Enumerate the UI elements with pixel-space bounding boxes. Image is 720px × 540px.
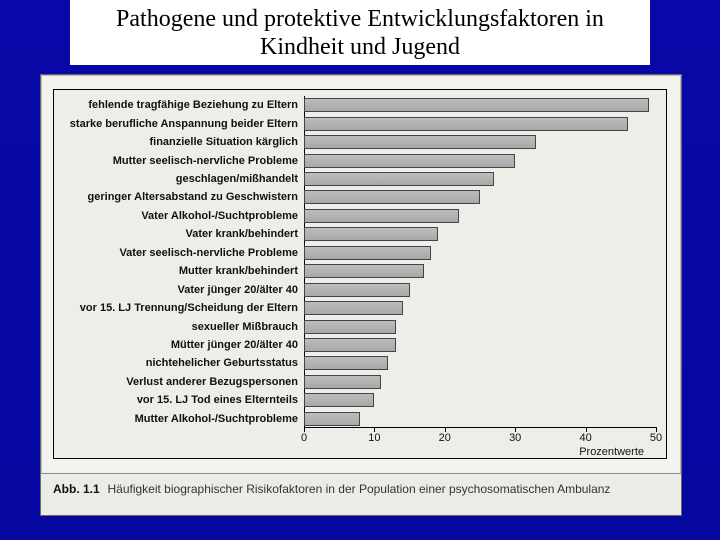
- bar-rect: [304, 283, 410, 297]
- bar-row: sexueller Mißbrauch: [304, 319, 656, 335]
- bar-label: Mutter seelisch-nervliche Probleme: [113, 153, 298, 169]
- bar-row: geschlagen/mißhandelt: [304, 171, 656, 187]
- bar-label: Vater jünger 20/älter 40: [178, 282, 298, 298]
- bar-rect: [304, 246, 431, 260]
- bar-label: Mutter krank/behindert: [179, 263, 298, 279]
- xtick-label: 30: [509, 432, 521, 444]
- bar-rect: [304, 172, 494, 186]
- caption-body: Häufigkeit biographischer Risikofaktoren…: [107, 482, 610, 496]
- bar-row: Mutter krank/behindert: [304, 263, 656, 279]
- bars-area: fehlende tragfähige Beziehung zu Eltern s…: [304, 96, 656, 428]
- bar-rect: [304, 356, 388, 370]
- bar-row: fehlende tragfähige Beziehung zu Eltern: [304, 97, 656, 113]
- bar-row: Vater jünger 20/älter 40: [304, 282, 656, 298]
- bar-row: vor 15. LJ Tod eines Elternteils: [304, 392, 656, 408]
- bar-row: Vater Alkohol-/Suchtprobleme: [304, 208, 656, 224]
- bar-row: Verlust anderer Bezugspersonen: [304, 374, 656, 390]
- chart-card: fehlende tragfähige Beziehung zu Eltern s…: [40, 74, 682, 516]
- bar-row: Vater seelisch-nervliche Probleme: [304, 245, 656, 261]
- bar-label: starke berufliche Anspannung beider Elte…: [70, 116, 298, 132]
- xtick-label: 50: [650, 432, 662, 444]
- xtick-label: 10: [368, 432, 380, 444]
- bar-label: geringer Altersabstand zu Geschwistern: [88, 189, 298, 205]
- xtick-label: 0: [301, 432, 307, 444]
- bar-rect: [304, 227, 438, 241]
- bar-label: Mütter jünger 20/älter 40: [171, 337, 298, 353]
- bar-rect: [304, 301, 403, 315]
- bar-rect: [304, 209, 459, 223]
- bar-label: finanzielle Situation kärglich: [149, 134, 298, 150]
- bar-label: sexueller Mißbrauch: [192, 319, 298, 335]
- bar-rect: [304, 117, 628, 131]
- bar-label: Vater Alkohol-/Suchtprobleme: [141, 208, 298, 224]
- bar-rect: [304, 264, 424, 278]
- x-axis-title: Prozentwerte: [579, 446, 644, 458]
- xtick-label: 20: [439, 432, 451, 444]
- bar-label: fehlende tragfähige Beziehung zu Eltern: [88, 97, 298, 113]
- bar-label: Verlust anderer Bezugspersonen: [126, 374, 298, 390]
- bar-label: nichtehelicher Geburtsstatus: [146, 355, 298, 371]
- bar-row: finanzielle Situation kärglich: [304, 134, 656, 150]
- bar-label: geschlagen/mißhandelt: [176, 171, 298, 187]
- bar-row: Mütter jünger 20/älter 40: [304, 337, 656, 353]
- bar-rect: [304, 338, 396, 352]
- bar-rect: [304, 393, 374, 407]
- bar-label: vor 15. LJ Tod eines Elternteils: [137, 392, 298, 408]
- bar-rect: [304, 154, 515, 168]
- bar-row: Mutter seelisch-nervliche Probleme: [304, 153, 656, 169]
- bar-rect: [304, 98, 649, 112]
- caption-label: Abb. 1.1: [53, 482, 100, 496]
- bar-rect: [304, 412, 360, 426]
- bar-rect: [304, 375, 381, 389]
- caption-bar: Abb. 1.1 Häufigkeit biographischer Risik…: [41, 473, 681, 515]
- chart-plot: fehlende tragfähige Beziehung zu Eltern s…: [53, 89, 667, 459]
- bar-row: Mutter Alkohol-/Suchtprobleme: [304, 411, 656, 427]
- bar-rect: [304, 190, 480, 204]
- bar-row: geringer Altersabstand zu Geschwistern: [304, 189, 656, 205]
- bar-rect: [304, 320, 396, 334]
- bar-row: starke berufliche Anspannung beider Elte…: [304, 116, 656, 132]
- bar-label: Vater krank/behindert: [186, 226, 299, 242]
- bar-row: nichtehelicher Geburtsstatus: [304, 355, 656, 371]
- xtick-label: 40: [579, 432, 591, 444]
- bar-rect: [304, 135, 536, 149]
- bar-label: vor 15. LJ Trennung/Scheidung der Eltern: [80, 300, 298, 316]
- bar-row: Vater krank/behindert: [304, 226, 656, 242]
- bar-row: vor 15. LJ Trennung/Scheidung der Eltern: [304, 300, 656, 316]
- bar-label: Vater seelisch-nervliche Probleme: [119, 245, 298, 261]
- slide-title: Pathogene und protektive Entwicklungsfak…: [70, 0, 650, 65]
- bar-label: Mutter Alkohol-/Suchtprobleme: [135, 411, 298, 427]
- slide: Pathogene und protektive Entwicklungsfak…: [0, 0, 720, 540]
